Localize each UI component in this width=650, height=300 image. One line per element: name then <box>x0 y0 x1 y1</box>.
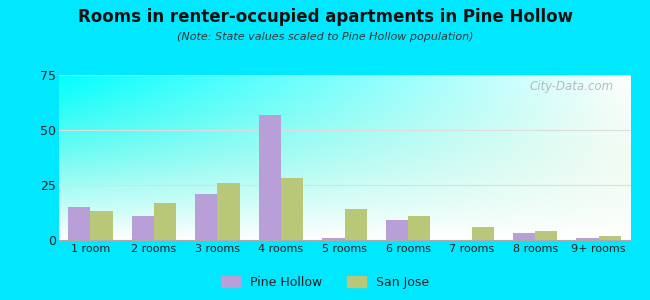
Bar <box>195 194 217 240</box>
Bar <box>259 115 281 240</box>
Bar <box>154 202 176 240</box>
Text: City-Data.com: City-Data.com <box>529 80 614 93</box>
Bar <box>599 236 621 240</box>
Bar <box>131 216 154 240</box>
Bar <box>68 207 90 240</box>
Bar <box>322 238 344 240</box>
Bar <box>217 183 240 240</box>
Bar <box>408 216 430 240</box>
Bar <box>344 209 367 240</box>
Text: Rooms in renter-occupied apartments in Pine Hollow: Rooms in renter-occupied apartments in P… <box>77 8 573 26</box>
Text: (Note: State values scaled to Pine Hollow population): (Note: State values scaled to Pine Hollo… <box>177 32 473 41</box>
Bar <box>513 233 535 240</box>
Bar <box>386 220 408 240</box>
Bar <box>90 212 112 240</box>
Bar <box>472 227 494 240</box>
Bar <box>281 178 303 240</box>
Legend: Pine Hollow, San Jose: Pine Hollow, San Jose <box>216 271 434 294</box>
Bar <box>577 238 599 240</box>
Bar <box>535 231 558 240</box>
